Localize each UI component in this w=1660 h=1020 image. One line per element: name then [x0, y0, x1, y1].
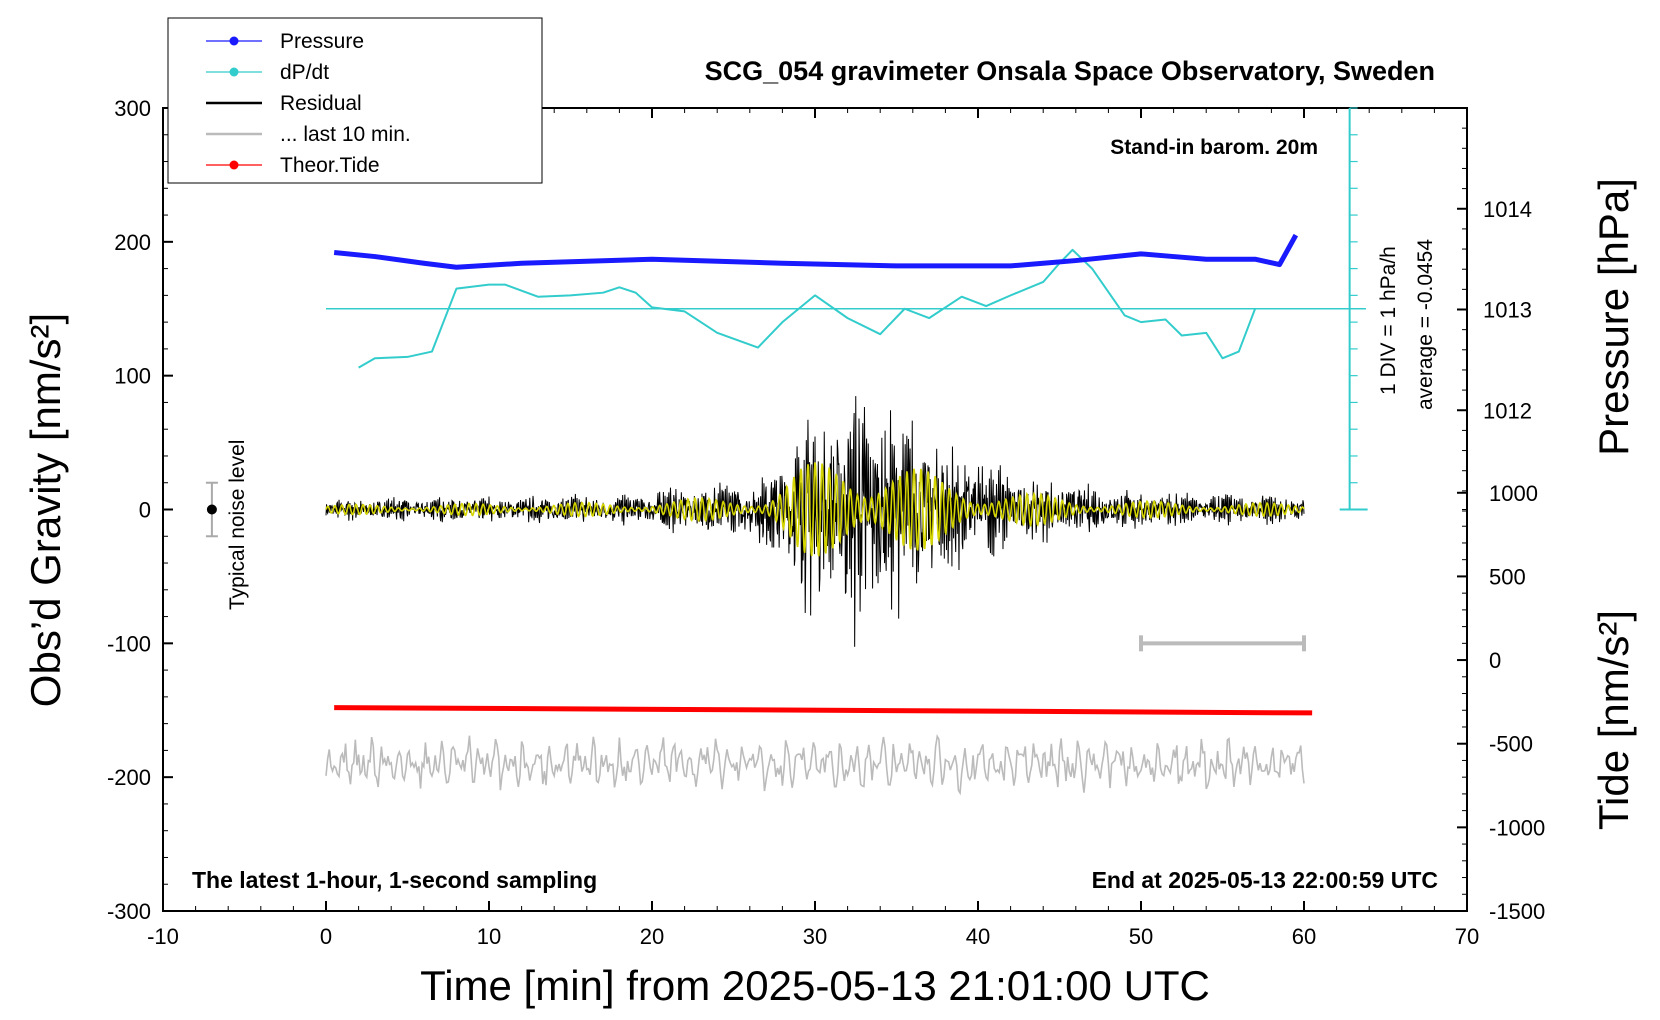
- y-tick-label: 300: [114, 96, 151, 121]
- tide-tick-label: -1000: [1489, 815, 1545, 840]
- legend-swatch-marker: [229, 160, 239, 170]
- legend-swatch-marker: [229, 67, 239, 77]
- dpdt-average-label: average = -0.0454: [1414, 239, 1437, 410]
- pressure-tick-label: 1014: [1483, 197, 1532, 222]
- barometer-note: Stand-in barom. 20m: [1110, 136, 1318, 159]
- tide-tick-label: 500: [1489, 564, 1526, 589]
- x-tick-label: 30: [803, 924, 827, 949]
- last-ten-min-line: [325, 733, 1305, 796]
- legend-label: Residual: [280, 92, 362, 115]
- x-tick-label: 40: [966, 924, 990, 949]
- x-tick-label: 20: [640, 924, 664, 949]
- series-layer: [325, 233, 1313, 796]
- y-axis-ticks: -300 -200 -100 0 100 200 300: [107, 96, 173, 924]
- tide-tick-label: 0: [1489, 648, 1501, 673]
- subtitle-right: End at 2025-05-13 22:00:59 UTC: [1092, 867, 1438, 893]
- y-tick-label: -200: [107, 765, 151, 790]
- subtitle-left: The latest 1-hour, 1-second sampling: [192, 867, 597, 893]
- x-tick-label: 0: [320, 924, 332, 949]
- x-axis-ticks: -10 0 10 20 30 40 50 60 70: [147, 108, 1479, 949]
- legend: Pressure dP/dt Residual ... last 10 min. The…: [167, 17, 543, 184]
- legend-label: ... last 10 min.: [280, 123, 411, 146]
- noise-level-label: Typical noise level: [226, 440, 249, 610]
- x-tick-label: 10: [477, 924, 501, 949]
- legend-label: dP/dt: [280, 61, 329, 84]
- noise-bar-dot: [206, 504, 217, 515]
- y-axis-title-pressure: Pressure [hPa]: [1590, 178, 1637, 456]
- dpdt-scale-ruler: [326, 107, 1368, 511]
- legend-label: Theor.Tide: [280, 154, 380, 177]
- y-tick-label: -100: [107, 631, 151, 656]
- y-tick-label: -300: [107, 899, 151, 924]
- legend-swatch-marker: [229, 36, 239, 46]
- pressure-line: [333, 233, 1299, 270]
- tide-tick-label: 1000: [1489, 481, 1538, 506]
- x-tick-label: -10: [147, 924, 179, 949]
- dpdt-scale-label: 1 DIV = 1 hPa/h: [1377, 246, 1400, 395]
- tide-line: [334, 705, 1313, 716]
- y-tick-label: 200: [114, 230, 151, 255]
- x-tick-label: 60: [1292, 924, 1316, 949]
- residual-line: [325, 396, 1305, 647]
- chart-title: SCG_054 gravimeter Onsala Space Observat…: [705, 56, 1435, 86]
- legend-label: Pressure: [280, 30, 364, 53]
- pressure-axis-ticks: 1012 1013 1014: [1457, 127, 1532, 512]
- legend-items: Pressure dP/dt Residual ... last 10 min. The…: [206, 30, 411, 177]
- legend-box: [167, 17, 543, 184]
- tide-axis-ticks: -1500 -1000 -500 0 500 1000: [1457, 481, 1545, 924]
- ten-minute-scale-bar: [1139, 635, 1306, 652]
- x-axis-title: Time [min] from 2025-05-13 21:01:00 UTC: [420, 962, 1210, 1009]
- tide-tick-label: -500: [1489, 732, 1533, 757]
- y-tick-label: 0: [139, 498, 151, 523]
- x-tick-label: 70: [1455, 924, 1479, 949]
- tide-tick-label: -1500: [1489, 899, 1545, 924]
- dpdt-line: [358, 248, 1257, 369]
- residual-filtered-line: [325, 462, 1305, 557]
- pressure-tick-label: 1013: [1483, 298, 1532, 323]
- x-tick-label: 50: [1129, 924, 1153, 949]
- y-tick-label: 100: [114, 364, 151, 389]
- pressure-tick-label: 1012: [1483, 398, 1532, 423]
- y-axis-title-tide: Tide [nm/s²]: [1590, 610, 1637, 830]
- y-axis-title-left: Obs’d Gravity [nm/s²]: [22, 313, 69, 707]
- noise-level-bar: [205, 481, 218, 538]
